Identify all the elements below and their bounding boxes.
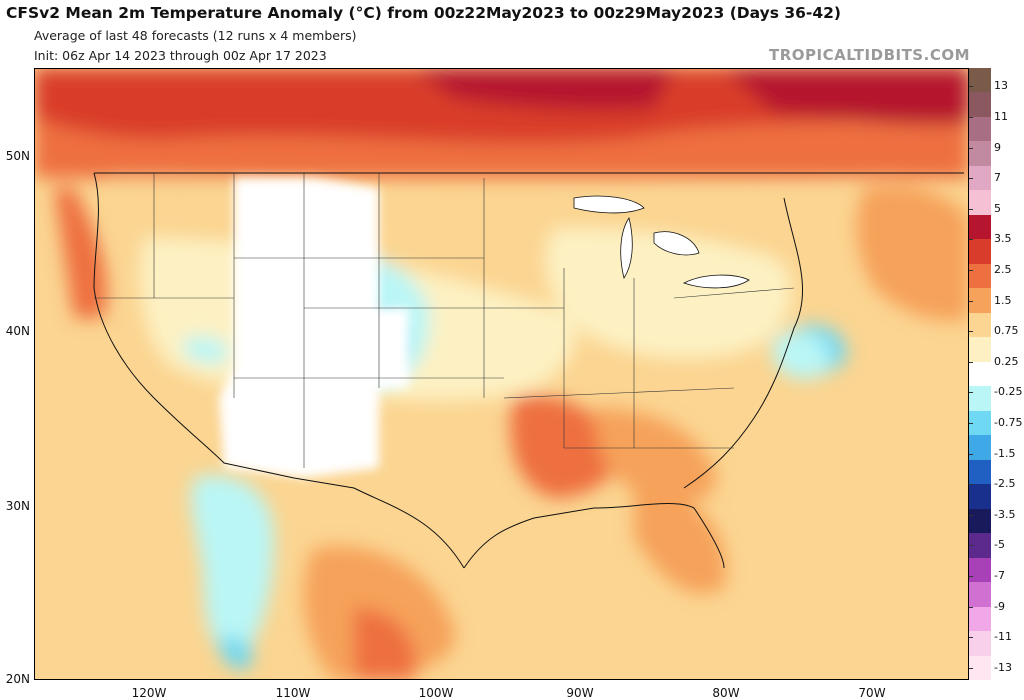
legend-tick: [969, 484, 973, 486]
brand-watermark: TROPICALTIDBITS.COM: [769, 46, 970, 64]
init-time: Init: 06z Apr 14 2023 through 00z Apr 17…: [34, 48, 327, 63]
legend-swatch: [969, 386, 991, 412]
legend-swatch: [969, 165, 991, 191]
legend-swatch: [969, 508, 991, 534]
legend-label: -1.5: [994, 446, 1016, 460]
legend-tick: [969, 606, 973, 608]
legend-tick: [969, 667, 973, 669]
legend-swatch: [969, 606, 991, 632]
legend-label: 5: [994, 201, 1001, 215]
legend-label: -3.5: [994, 507, 1016, 521]
legend-swatch: [969, 484, 991, 510]
legend-swatch: [969, 557, 991, 583]
legend-label: 13: [994, 79, 1008, 93]
legend-label: -7: [994, 568, 1005, 582]
legend-swatch: [969, 655, 991, 681]
legend-tick: [969, 86, 973, 88]
lon-label-80w: 80W: [712, 686, 740, 700]
legend-label: -9: [994, 599, 1005, 613]
legend-label: 9: [994, 140, 1001, 154]
legend-tick: [969, 422, 973, 424]
legend-tick: [969, 147, 973, 149]
legend-swatch: [969, 361, 991, 387]
legend-swatch: [969, 190, 991, 216]
anomaly-map[interactable]: [34, 68, 969, 680]
lon-label-90w: 90W: [566, 686, 594, 700]
color-legend: 13 11 9 7 5 3.5 2.5 1.5 0.75 0.25 -0.25 -0.75 -1.5 -2…: [969, 68, 1024, 681]
great-lakes: [573, 195, 750, 289]
lon-label-110w: 110W: [275, 686, 311, 700]
legend-swatch: [969, 141, 991, 167]
legend-swatch: [969, 116, 991, 142]
legend-swatch: [969, 631, 991, 656]
legend-tick: [969, 545, 973, 547]
lon-label-70w: 70W: [858, 686, 886, 700]
legend-swatch: [969, 263, 991, 289]
lon-label-120w: 120W: [131, 686, 167, 700]
legend-label: -0.25: [994, 385, 1023, 399]
legend-swatch: [969, 582, 991, 608]
legend-tick: [969, 575, 973, 577]
legend-label: -13: [994, 660, 1012, 674]
legend-swatch: [969, 435, 991, 461]
legend-tick: [969, 269, 973, 271]
legend-swatch: [969, 68, 991, 93]
legend-label: -5: [994, 538, 1005, 552]
legend-tick: [969, 637, 973, 639]
lat-label-20n: 20N: [5, 672, 30, 686]
legend-label: 2.5: [994, 262, 1012, 276]
legend-swatch: [969, 92, 991, 118]
legend-tick: [969, 392, 973, 394]
legend-label: 1.5: [994, 293, 1012, 307]
legend-tick: [969, 453, 973, 455]
legend-tick: [969, 361, 973, 363]
legend-swatch: [969, 337, 991, 363]
lat-label-40n: 40N: [5, 324, 30, 338]
legend-tick: [969, 331, 973, 333]
lon-label-100w: 100W: [418, 686, 454, 700]
legend-swatch: [969, 214, 991, 240]
legend-swatch: [969, 533, 991, 559]
map-title: CFSv2 Mean 2m Temperature Anomaly (°C) f…: [6, 4, 842, 22]
legend-label: 7: [994, 171, 1001, 185]
legend-label: -0.75: [994, 415, 1023, 429]
legend-tick: [969, 239, 973, 241]
legend-label: 3.5: [994, 232, 1012, 246]
country-boundaries: [93, 172, 964, 569]
legend-tick: [969, 300, 973, 302]
legend-tick: [969, 208, 973, 210]
legend-swatch: [969, 459, 991, 485]
legend-label: -2.5: [994, 477, 1016, 491]
legend-tick: [969, 514, 973, 516]
map-frame: [34, 68, 969, 680]
legend-swatch: [969, 410, 991, 436]
lat-label-50n: 50N: [5, 149, 30, 163]
missing-data-region: [219, 178, 409, 478]
legend-label: 11: [994, 109, 1008, 123]
legend-swatch: [969, 239, 991, 265]
legend-swatch: [969, 288, 991, 314]
legend-tick: [969, 178, 973, 180]
map-subtitle: Average of last 48 forecasts (12 runs x …: [34, 28, 357, 43]
lat-label-30n: 30N: [5, 499, 30, 513]
legend-label: 0.25: [994, 354, 1019, 368]
legend-swatch: [969, 312, 991, 338]
legend-tick: [969, 116, 973, 118]
state-boundaries: [94, 173, 795, 468]
legend-label: 0.75: [994, 324, 1019, 338]
legend-label: -11: [994, 630, 1012, 644]
